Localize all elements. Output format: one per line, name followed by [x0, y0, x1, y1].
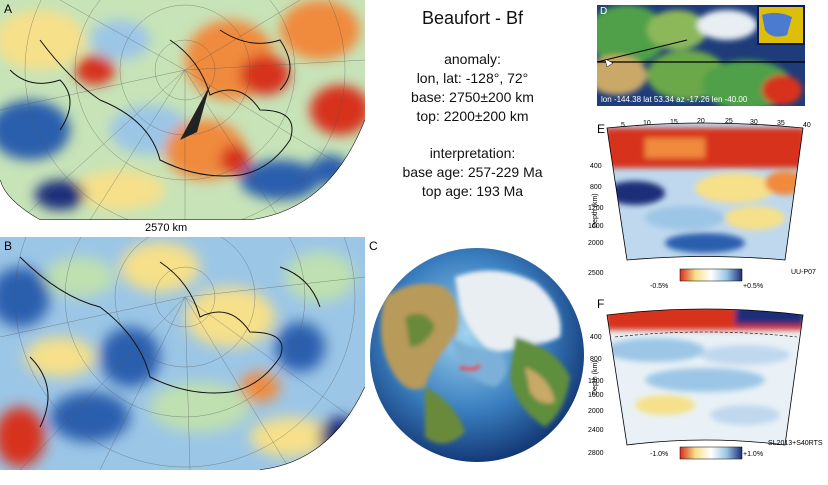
depth-tick-3: 1600	[588, 223, 604, 230]
location-map-graphic: lon -144.38 lat 53.34 az -17.26 len -40.…	[587, 5, 805, 110]
depth-tick-5: 2500	[588, 270, 604, 277]
anomaly-base: base: 2750±200 km	[411, 89, 534, 105]
depth-tick-1: 800	[590, 184, 602, 191]
cross-section-f-graphic: 400 800 1200 1600 2000 2400 2800 Depth (…	[588, 308, 823, 460]
f-depth-tick-3: 1600	[588, 392, 604, 399]
f-depth-tick-4: 2000	[588, 408, 604, 415]
panel-c-label: C	[369, 239, 378, 253]
direction-arrow	[180, 85, 210, 140]
anomaly-top: top: 2200±200 km	[416, 108, 529, 124]
globe-graphic	[370, 248, 584, 462]
depth-tick-4: 2000	[588, 240, 604, 247]
interpretation-base-age: base age: 257-229 Ma	[402, 164, 543, 180]
f-depth-axis-label: Depth (km)	[592, 360, 599, 395]
location-overlay-text: lon -144.38 lat 53.34 az -17.26 len -40.…	[601, 95, 748, 104]
cross-section-e-graphic: 5 10 15 20 25 30 35 40 400 800 1200 1600…	[588, 118, 816, 290]
model-name-e: UU-P07	[791, 269, 816, 276]
scale-min-f: -1.0%	[650, 451, 668, 458]
page-title: Beaufort - Bf	[421, 8, 524, 28]
panel-a-map: A	[0, 0, 365, 220]
tick-top-3: 20	[697, 118, 705, 125]
depth-axis-label: Depth (km)	[592, 193, 599, 228]
tick-top-7: 40	[803, 122, 811, 129]
panel-f-label: F	[597, 297, 605, 311]
map-b-graphic	[0, 237, 365, 470]
panel-b-map: B	[0, 237, 365, 470]
f-depth-tick-6: 2800	[588, 450, 604, 457]
panel-f-cross-section: 400 800 1200 1600 2000 2400 2800 Depth (…	[585, 295, 828, 480]
anomaly-lonlat: lon, lat: -128°, 72°	[416, 70, 529, 86]
interpretation-heading: interpretation:	[429, 145, 516, 161]
map-a-graphic	[0, 0, 365, 220]
tick-top-4: 25	[725, 118, 733, 125]
model-name-f: SL2013+S40RTS	[768, 440, 823, 447]
tick-top-2: 15	[670, 119, 678, 126]
tick-top-0: 5	[621, 122, 625, 129]
panel-e-cross-section: 5 10 15 20 25 30 35 40 400 800 1200 1600…	[585, 118, 828, 298]
tick-top-5: 30	[750, 119, 758, 126]
tick-top-6: 35	[777, 120, 785, 127]
depth-tick-0: 400	[590, 163, 602, 170]
interpretation-top-age: top age: 193 Ma	[421, 183, 524, 199]
scale-max-e: +0.5%	[743, 283, 763, 290]
panel-a-label: A	[4, 2, 13, 16]
scale-max-f: +1.0%	[743, 451, 763, 458]
scale-min-e: -0.5%	[650, 283, 668, 290]
f-depth-tick-2: 1200	[588, 378, 604, 385]
anomaly-heading: anomaly:	[444, 51, 501, 67]
tick-top-1: 10	[643, 120, 651, 127]
f-depth-tick-5: 2400	[588, 427, 604, 434]
colorbar-e	[679, 268, 743, 282]
f-depth-tick-0: 400	[590, 334, 602, 341]
depth-tick-2: 1200	[588, 205, 604, 212]
colorbar-f	[679, 446, 743, 460]
panel-e-label: E	[597, 122, 606, 136]
panel-d-location-map: lon -144.38 lat 53.34 az -17.26 len -40.…	[587, 5, 805, 110]
f-depth-tick-1: 800	[590, 356, 602, 363]
depth-label: 2570 km	[145, 222, 188, 234]
panel-b-label: B	[4, 239, 13, 253]
panel-c-globe: C	[365, 237, 585, 470]
panel-d-label: D	[600, 6, 608, 17]
